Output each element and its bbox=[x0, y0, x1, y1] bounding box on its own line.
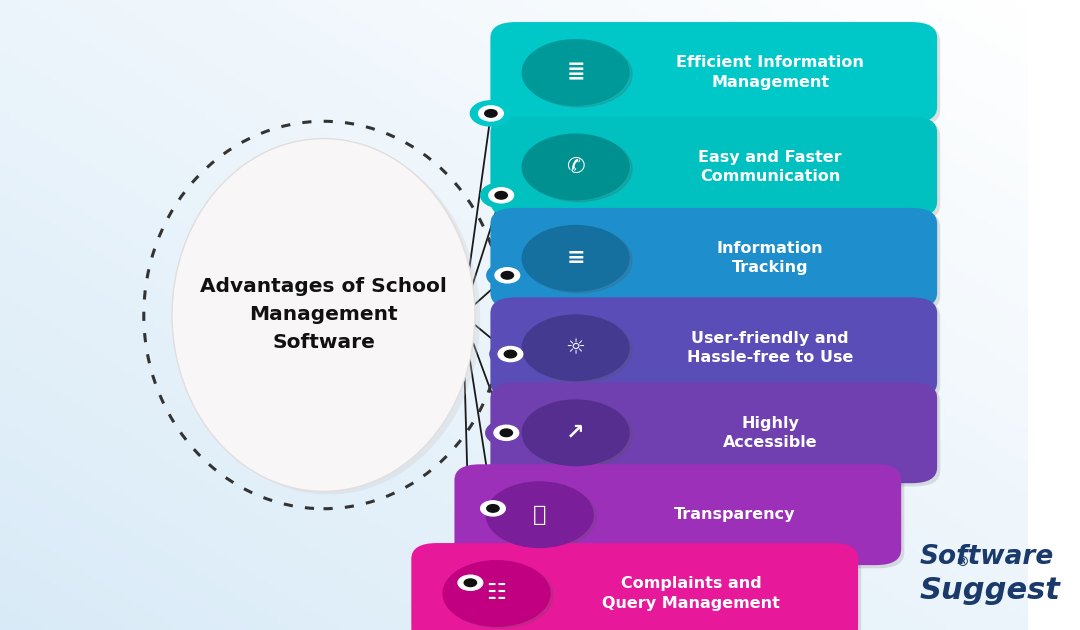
Circle shape bbox=[489, 188, 513, 203]
FancyBboxPatch shape bbox=[494, 301, 941, 401]
Circle shape bbox=[478, 106, 503, 121]
Text: User-friendly and
Hassle-free to Use: User-friendly and Hassle-free to Use bbox=[687, 331, 853, 365]
Circle shape bbox=[487, 263, 528, 288]
FancyBboxPatch shape bbox=[494, 120, 941, 220]
Circle shape bbox=[446, 563, 553, 628]
Circle shape bbox=[525, 42, 632, 107]
FancyBboxPatch shape bbox=[415, 546, 861, 630]
Circle shape bbox=[495, 268, 519, 283]
Circle shape bbox=[500, 429, 513, 437]
FancyBboxPatch shape bbox=[494, 25, 941, 126]
Circle shape bbox=[490, 341, 531, 367]
FancyBboxPatch shape bbox=[490, 208, 937, 309]
Circle shape bbox=[481, 501, 505, 516]
Circle shape bbox=[487, 505, 499, 512]
FancyBboxPatch shape bbox=[490, 117, 937, 217]
Circle shape bbox=[485, 110, 497, 117]
FancyBboxPatch shape bbox=[494, 386, 941, 486]
FancyBboxPatch shape bbox=[494, 211, 941, 312]
Text: Suggest: Suggest bbox=[919, 576, 1061, 605]
Circle shape bbox=[523, 40, 629, 105]
Text: ®: ® bbox=[955, 555, 969, 569]
FancyBboxPatch shape bbox=[490, 382, 937, 483]
Circle shape bbox=[464, 579, 476, 587]
Circle shape bbox=[525, 136, 632, 202]
Circle shape bbox=[495, 192, 508, 199]
Text: Complaints and
Query Management: Complaints and Query Management bbox=[603, 576, 780, 610]
Text: Efficient Information
Management: Efficient Information Management bbox=[676, 55, 864, 89]
Circle shape bbox=[501, 272, 513, 279]
Text: ≣: ≣ bbox=[566, 62, 585, 83]
Text: ✆: ✆ bbox=[566, 157, 585, 177]
Text: Advantages of School
Management
Software: Advantages of School Management Software bbox=[200, 277, 447, 353]
Text: ↗: ↗ bbox=[566, 423, 585, 443]
Circle shape bbox=[481, 183, 522, 208]
Text: ≡: ≡ bbox=[566, 248, 585, 268]
Circle shape bbox=[523, 226, 629, 291]
Text: ☼: ☼ bbox=[566, 338, 585, 358]
Text: ☷: ☷ bbox=[487, 583, 507, 604]
Circle shape bbox=[525, 317, 632, 382]
Circle shape bbox=[504, 350, 516, 358]
FancyBboxPatch shape bbox=[455, 464, 901, 565]
Ellipse shape bbox=[177, 142, 481, 495]
Text: Easy and Faster
Communication: Easy and Faster Communication bbox=[699, 150, 842, 184]
FancyBboxPatch shape bbox=[490, 22, 937, 123]
Circle shape bbox=[443, 561, 550, 626]
Text: Transparency: Transparency bbox=[674, 507, 795, 522]
Text: Software: Software bbox=[919, 544, 1053, 570]
Circle shape bbox=[486, 420, 527, 445]
Circle shape bbox=[523, 134, 629, 200]
Circle shape bbox=[498, 346, 523, 362]
Circle shape bbox=[489, 484, 596, 549]
Circle shape bbox=[525, 402, 632, 467]
Text: Highly
Accessible: Highly Accessible bbox=[723, 416, 818, 450]
FancyBboxPatch shape bbox=[490, 297, 937, 398]
Circle shape bbox=[472, 496, 513, 521]
Circle shape bbox=[523, 400, 629, 466]
FancyBboxPatch shape bbox=[411, 543, 859, 630]
Circle shape bbox=[450, 570, 491, 595]
Circle shape bbox=[525, 227, 632, 293]
Circle shape bbox=[494, 425, 518, 440]
Circle shape bbox=[523, 315, 629, 381]
Text: ⌕: ⌕ bbox=[534, 505, 546, 525]
FancyBboxPatch shape bbox=[458, 467, 904, 568]
Ellipse shape bbox=[172, 139, 475, 491]
Circle shape bbox=[486, 482, 593, 547]
Circle shape bbox=[471, 101, 512, 126]
Text: Information
Tracking: Information Tracking bbox=[717, 241, 824, 275]
Circle shape bbox=[458, 575, 483, 590]
